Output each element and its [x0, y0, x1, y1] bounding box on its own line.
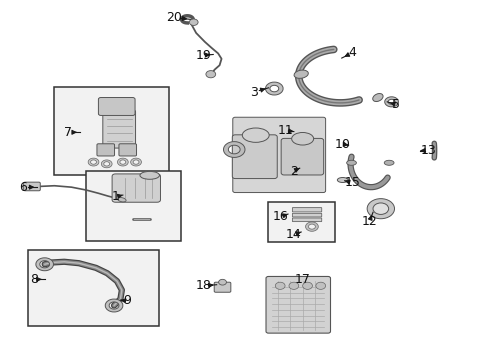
FancyBboxPatch shape [24, 182, 40, 191]
Text: 5: 5 [392, 98, 400, 111]
Wedge shape [36, 258, 53, 271]
Ellipse shape [373, 94, 383, 102]
Circle shape [289, 282, 299, 289]
FancyBboxPatch shape [281, 138, 324, 175]
Wedge shape [118, 158, 128, 166]
Wedge shape [223, 141, 245, 157]
Ellipse shape [294, 70, 308, 78]
Wedge shape [88, 158, 99, 166]
Circle shape [303, 282, 313, 289]
Bar [86, 171, 180, 241]
FancyBboxPatch shape [214, 282, 231, 292]
FancyBboxPatch shape [266, 276, 331, 333]
Wedge shape [105, 299, 123, 312]
Circle shape [367, 199, 394, 219]
FancyBboxPatch shape [98, 98, 135, 116]
Ellipse shape [118, 198, 126, 202]
FancyBboxPatch shape [232, 135, 277, 179]
Text: 14: 14 [286, 228, 302, 241]
Text: 18: 18 [196, 279, 211, 292]
Circle shape [373, 203, 389, 215]
Ellipse shape [337, 177, 348, 183]
FancyBboxPatch shape [293, 218, 322, 222]
Text: 16: 16 [273, 210, 289, 223]
Text: 19: 19 [196, 49, 211, 62]
FancyBboxPatch shape [119, 144, 137, 156]
Text: 17: 17 [294, 273, 311, 286]
Circle shape [206, 71, 216, 78]
Text: 10: 10 [335, 138, 351, 150]
FancyBboxPatch shape [97, 144, 115, 156]
Ellipse shape [243, 128, 269, 142]
Ellipse shape [346, 160, 356, 165]
Wedge shape [306, 222, 318, 231]
Bar [54, 87, 169, 175]
FancyBboxPatch shape [293, 213, 322, 217]
Text: 12: 12 [362, 215, 377, 228]
Text: 1: 1 [112, 190, 120, 203]
Text: 4: 4 [348, 46, 356, 59]
FancyBboxPatch shape [103, 110, 136, 148]
Text: 3: 3 [250, 86, 258, 99]
Text: 6: 6 [19, 181, 26, 194]
Text: 9: 9 [123, 294, 131, 307]
Circle shape [275, 282, 285, 289]
Wedge shape [385, 97, 398, 107]
FancyBboxPatch shape [112, 174, 160, 202]
Wedge shape [101, 160, 112, 168]
Wedge shape [131, 158, 142, 166]
Ellipse shape [140, 171, 159, 179]
Ellipse shape [292, 132, 314, 145]
Circle shape [219, 279, 226, 285]
Text: 13: 13 [420, 144, 436, 157]
Text: 11: 11 [277, 124, 293, 137]
Text: 2: 2 [290, 165, 298, 177]
Text: 15: 15 [344, 176, 361, 189]
Text: 20: 20 [166, 11, 182, 24]
FancyBboxPatch shape [233, 117, 326, 193]
Ellipse shape [384, 160, 394, 165]
Text: 7: 7 [64, 126, 72, 139]
Wedge shape [266, 82, 283, 95]
Text: 8: 8 [30, 273, 38, 286]
Circle shape [189, 19, 198, 26]
Bar [27, 250, 159, 326]
Circle shape [316, 282, 326, 289]
FancyBboxPatch shape [293, 208, 322, 212]
Bar [269, 202, 335, 242]
